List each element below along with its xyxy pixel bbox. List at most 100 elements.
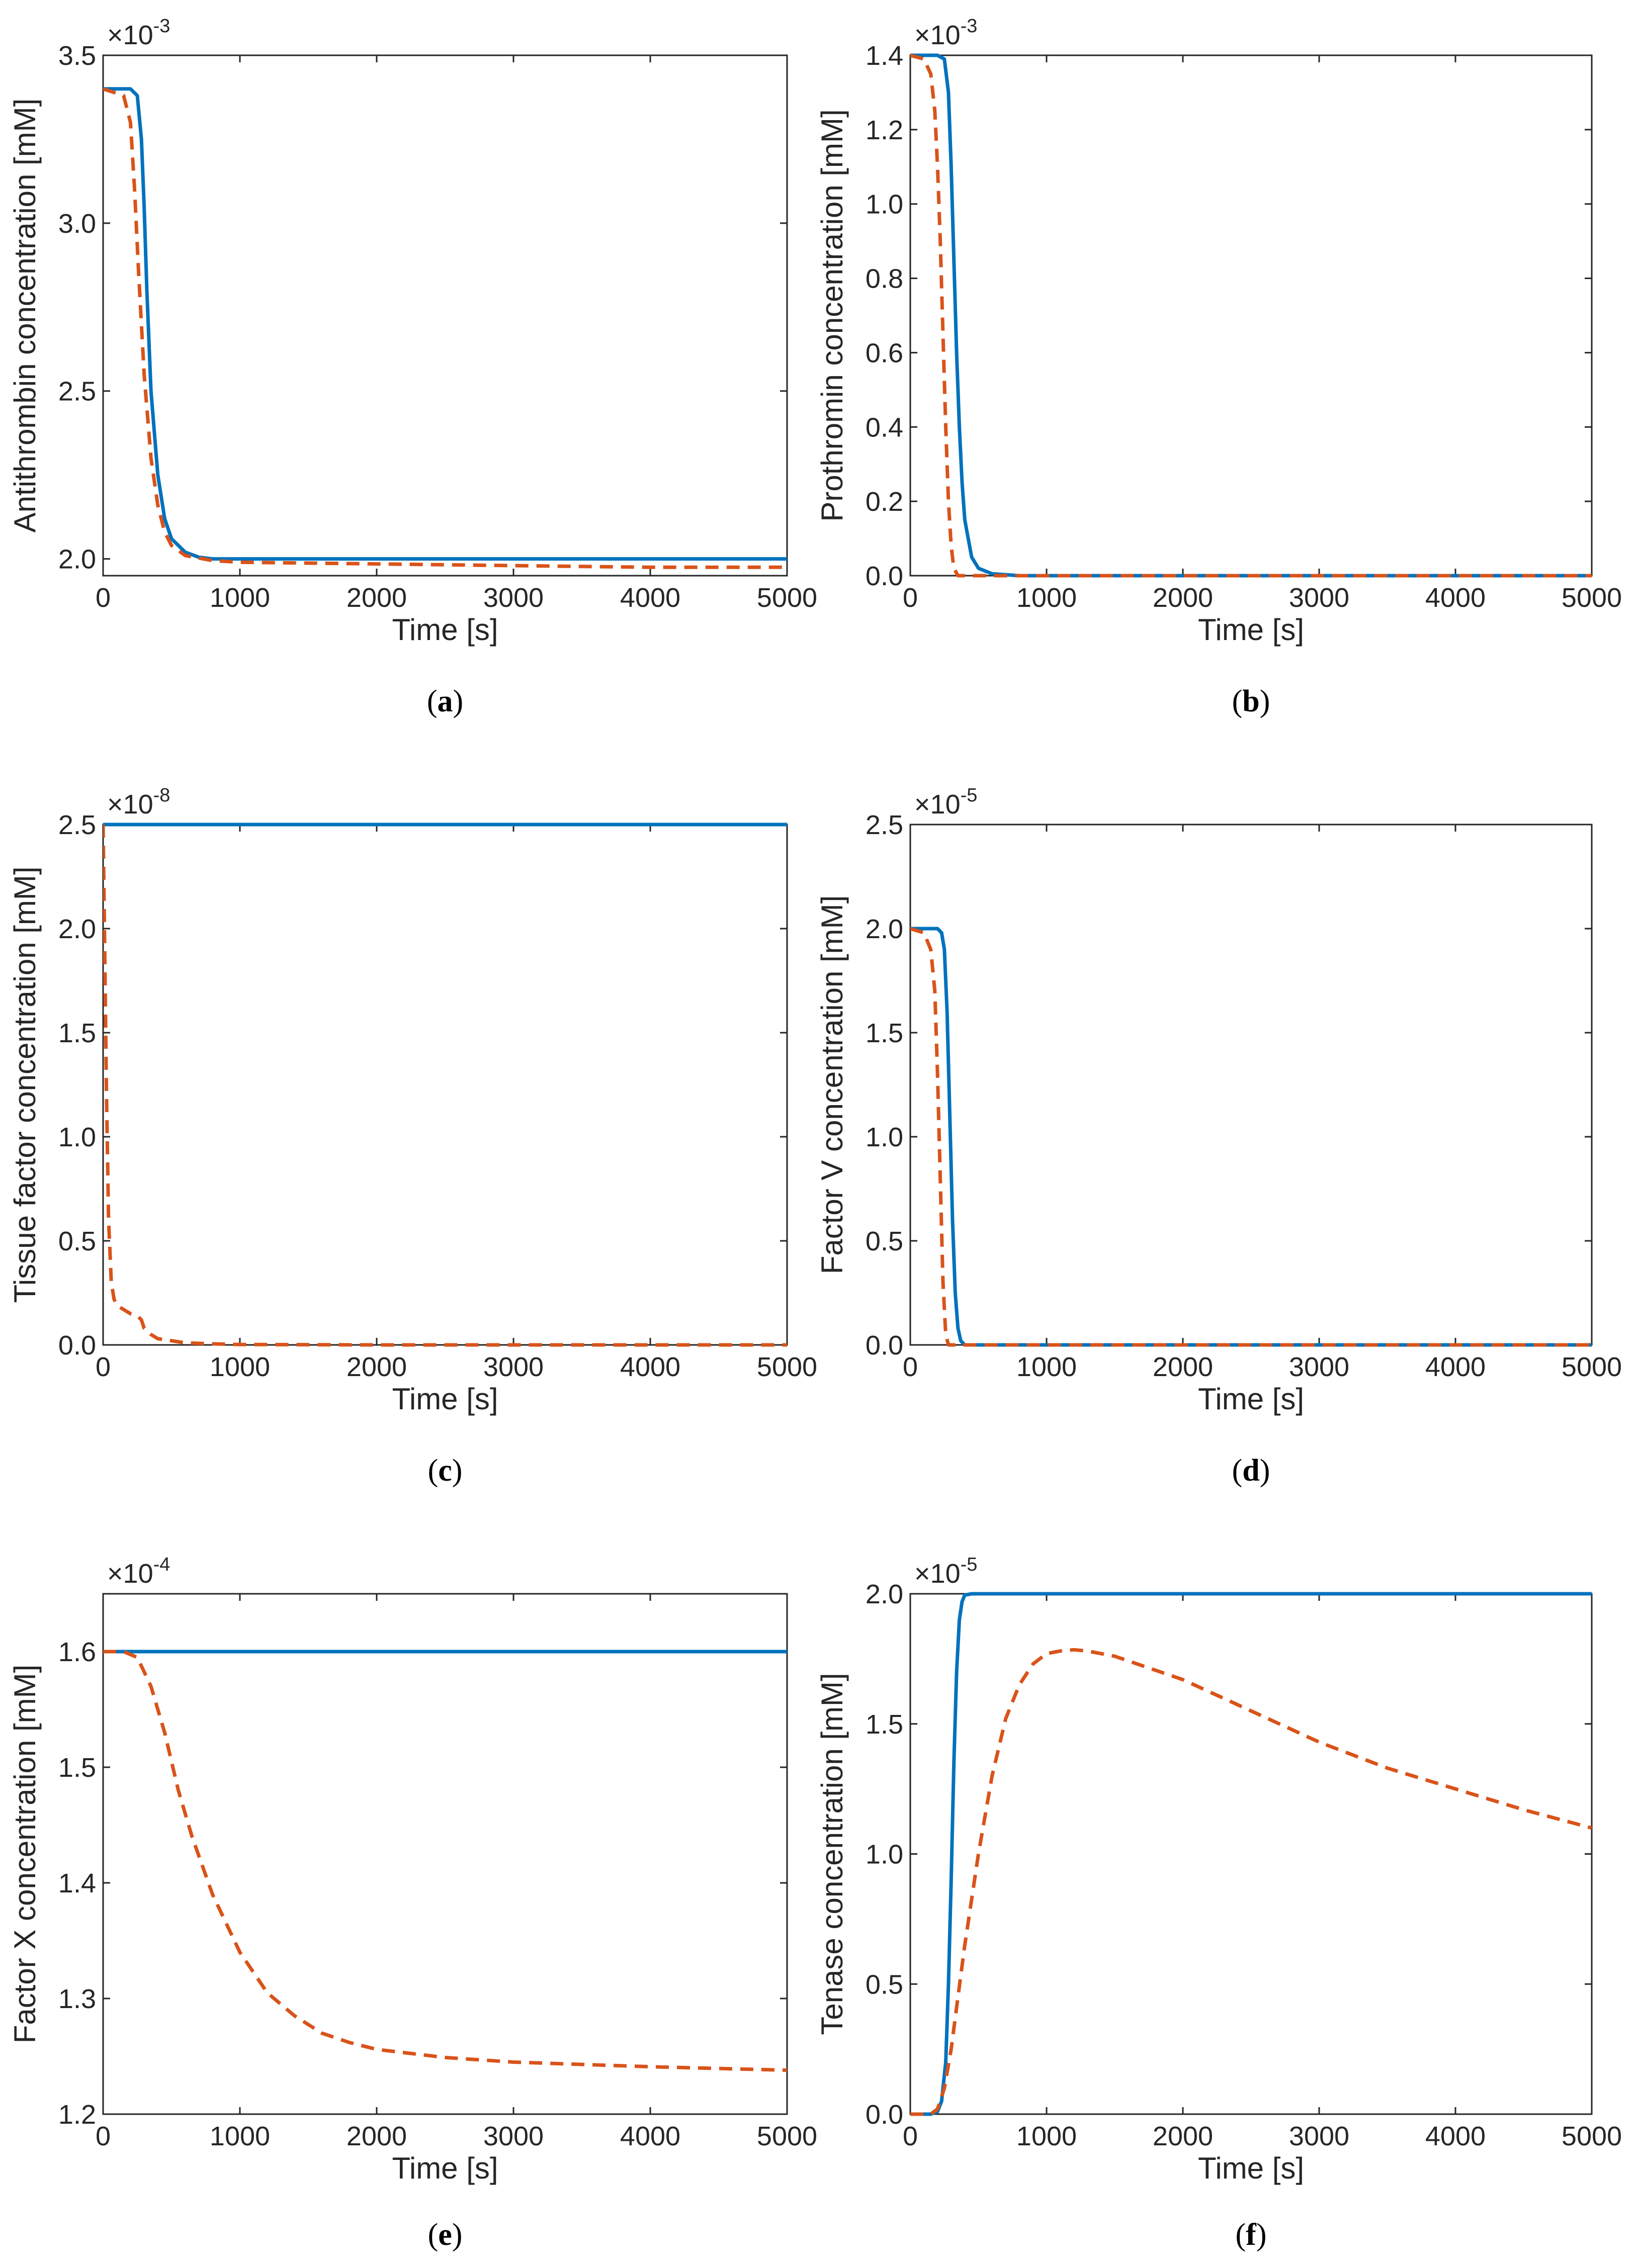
y-tick-label: 0.5 xyxy=(866,1969,903,2000)
panel-a: 0 1000 2000 3000 4000 5000 2.0 2.5 3.0 3.5 ×10-3 Ti… xyxy=(8,16,817,718)
x-tick-label: 1000 xyxy=(210,583,270,613)
x-tick-label: 5000 xyxy=(1562,2121,1622,2151)
panel-caption: (c) xyxy=(428,1454,463,1488)
y-multiplier: ×10-8 xyxy=(107,785,170,820)
x-tick-label: 1000 xyxy=(210,2121,270,2151)
panel-caption: (a) xyxy=(427,684,463,718)
x-tick-label: 3000 xyxy=(1289,2121,1349,2151)
y-tick-label: 1.3 xyxy=(58,1984,96,2014)
panel-caption: (b) xyxy=(1232,684,1270,718)
y-tick-label: 1.5 xyxy=(58,1753,96,1783)
y-axis-label: Factor V concentration [mM] xyxy=(815,895,849,1275)
plot-frame xyxy=(909,54,1593,577)
x-tick-label: 1000 xyxy=(1016,2121,1077,2151)
y-tick-label: 3.0 xyxy=(58,209,96,239)
x-tick-label: 4000 xyxy=(1425,583,1486,613)
panel-d: 0 1000 2000 3000 4000 5000 0.0 0.5 1.0 1.5 2.0 2.5 ×… xyxy=(815,785,1622,1488)
x-tick-label: 1000 xyxy=(210,1352,270,1382)
x-tick-label: 5000 xyxy=(757,583,817,613)
x-tick-label: 3000 xyxy=(1289,583,1349,613)
y-axis-label: Antithrombin concentration [mM] xyxy=(8,99,42,533)
y-axis-label: Factor X concentration [mM] xyxy=(8,1665,42,2044)
x-tick-label: 3000 xyxy=(1289,1352,1349,1382)
x-tick-label: 3000 xyxy=(483,1352,544,1382)
x-tick-label: 4000 xyxy=(1425,1352,1486,1382)
y-tick-label: 1.0 xyxy=(866,1122,903,1152)
x-axis-label: Time [s] xyxy=(1198,1382,1304,1416)
y-tick-label: 1.0 xyxy=(866,190,903,220)
dashed-series-line xyxy=(910,1648,1592,2116)
dashed-series-line xyxy=(103,824,787,1347)
y-tick-label: 0.0 xyxy=(866,561,903,591)
x-tick-label: 2000 xyxy=(347,1352,407,1382)
x-axis-label: Time [s] xyxy=(1198,613,1304,647)
x-tick-label: 5000 xyxy=(757,2121,817,2151)
x-tick-label: 4000 xyxy=(1425,2121,1486,2151)
y-tick-label: 0.5 xyxy=(58,1226,96,1256)
y-multiplier: ×10-5 xyxy=(914,785,977,820)
y-tick-label: 2.0 xyxy=(58,914,96,944)
dashed-series-line xyxy=(103,87,787,569)
y-tick-label: 3.5 xyxy=(58,41,96,71)
x-tick-label: 4000 xyxy=(620,583,680,613)
y-tick-label: 1.4 xyxy=(58,1868,96,1898)
y-tick-label: 1.6 xyxy=(58,1637,96,1667)
x-tick-label: 0 xyxy=(96,1352,111,1382)
y-tick-label: 1.5 xyxy=(866,1018,903,1048)
x-tick-label: 4000 xyxy=(620,1352,680,1382)
y-tick-label: 0.0 xyxy=(866,2100,903,2130)
y-tick-label: 2.5 xyxy=(58,810,96,840)
x-tick-label: 2000 xyxy=(1153,2121,1213,2151)
plot-frame xyxy=(102,1593,788,2115)
x-tick-label: 4000 xyxy=(620,2121,680,2151)
y-tick-label: 0.2 xyxy=(866,487,903,517)
x-tick-label: 0 xyxy=(96,583,111,613)
x-tick-label: 2000 xyxy=(347,2121,407,2151)
plot-frame xyxy=(909,1593,1593,2115)
dashed-series-line xyxy=(910,927,1592,1347)
panel-caption: (d) xyxy=(1232,1454,1270,1488)
x-axis-label: Time [s] xyxy=(1198,2151,1304,2185)
x-axis-label: Time [s] xyxy=(392,2151,498,2185)
x-tick-label: 5000 xyxy=(757,1352,817,1382)
x-tick-label: 5000 xyxy=(1562,583,1622,613)
x-tick-label: 2000 xyxy=(347,583,407,613)
y-multiplier: ×10-3 xyxy=(914,16,977,50)
x-tick-label: 1000 xyxy=(1016,583,1077,613)
plot-frame xyxy=(909,824,1593,1346)
y-tick-label: 0.5 xyxy=(866,1226,903,1256)
y-tick-label: 2.0 xyxy=(866,1579,903,1609)
plot-frame xyxy=(102,824,788,1346)
y-tick-label: 0.6 xyxy=(866,338,903,368)
y-tick-label: 0.0 xyxy=(58,1330,96,1360)
y-multiplier: ×10-3 xyxy=(107,16,170,50)
y-multiplier: ×10-5 xyxy=(914,1554,977,1589)
solid-series-line xyxy=(103,87,787,561)
dashed-series-line xyxy=(103,1650,787,2072)
x-tick-label: 3000 xyxy=(483,583,544,613)
y-axis-label: Prothromin concentration [mM] xyxy=(815,109,849,521)
plot-frame xyxy=(102,54,788,577)
panel-b: 0 1000 2000 3000 4000 5000 0.0 0.2 0.4 0.6 0.8 1.0 1… xyxy=(815,16,1622,718)
dashed-series-line xyxy=(910,53,1592,578)
panel-e: 0 1000 2000 3000 4000 5000 1.2 1.3 1.4 1.5 1.6 ×10-… xyxy=(8,1554,817,2252)
x-tick-label: 5000 xyxy=(1562,1352,1622,1382)
y-tick-label: 2.5 xyxy=(866,810,903,840)
panel-caption: (f) xyxy=(1236,2218,1267,2252)
y-tick-label: 2.0 xyxy=(866,914,903,944)
y-axis-label: Tenase concentration [mM] xyxy=(815,1673,849,2035)
panel-caption: (e) xyxy=(428,2218,463,2252)
solid-series-line xyxy=(910,927,1592,1347)
x-axis-label: Time [s] xyxy=(392,613,498,647)
solid-series-line xyxy=(910,1592,1592,2116)
x-tick-label: 2000 xyxy=(1153,1352,1213,1382)
x-tick-label: 0 xyxy=(903,583,918,613)
y-tick-label: 1.0 xyxy=(866,1840,903,1870)
y-tick-label: 1.0 xyxy=(58,1122,96,1152)
y-multiplier: ×10-4 xyxy=(107,1554,170,1589)
x-axis-label: Time [s] xyxy=(392,1382,498,1416)
y-tick-label: 2.5 xyxy=(58,377,96,407)
solid-series-line xyxy=(910,53,1592,578)
y-tick-label: 1.2 xyxy=(866,115,903,145)
y-axis-label: Tissue factor concentration [mM] xyxy=(8,866,42,1303)
